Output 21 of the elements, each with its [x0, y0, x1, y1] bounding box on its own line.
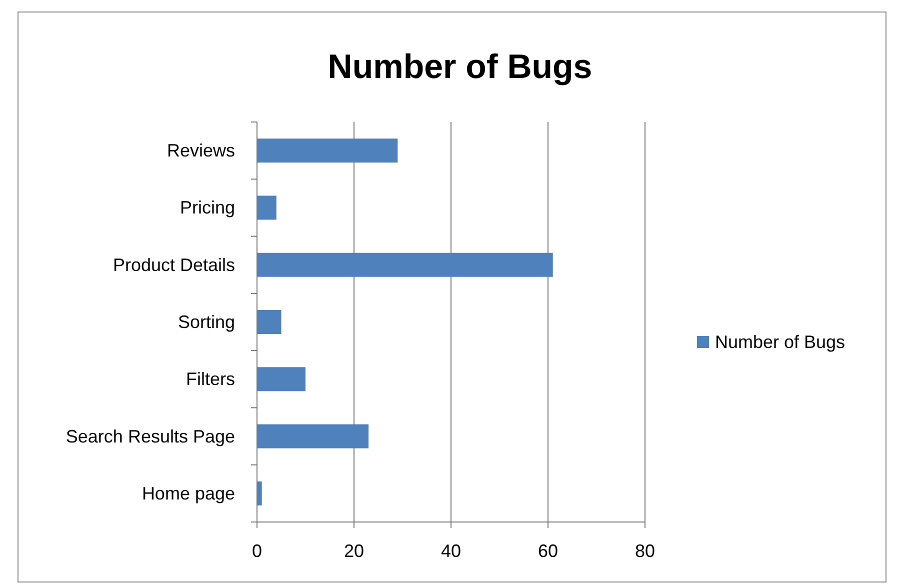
bar — [257, 196, 276, 220]
y-tick-label: Sorting — [178, 312, 235, 332]
x-tick-label: 80 — [634, 541, 656, 561]
bar — [257, 310, 282, 334]
x-tick-label: 0 — [252, 541, 262, 561]
x-tick-label: 20 — [344, 541, 364, 561]
y-tick-label: Home page — [142, 483, 235, 504]
y-tick-label: Pricing — [180, 198, 235, 218]
y-tick-label: Search Results Page — [66, 426, 235, 446]
y-tick-label: Product Details — [112, 254, 235, 275]
bar — [257, 138, 398, 163]
bar — [257, 367, 306, 392]
bar — [257, 252, 553, 277]
y-tick-label: Reviews — [166, 140, 235, 161]
x-tick-label: 60 — [538, 541, 558, 561]
y-tick-label: Filters — [186, 369, 235, 390]
bar — [257, 424, 369, 448]
bar — [257, 481, 262, 506]
x-tick-label: 40 — [440, 541, 462, 561]
chart-title: Number of Bugs — [328, 48, 592, 86]
legend-label: Number of Bugs — [715, 332, 846, 352]
